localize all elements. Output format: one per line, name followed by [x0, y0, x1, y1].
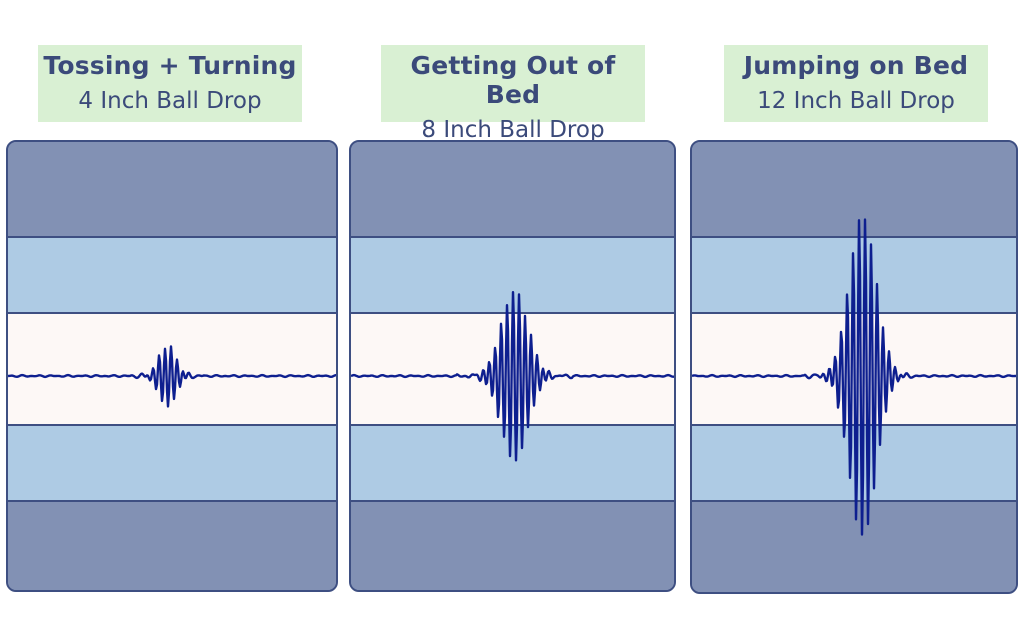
waveform-line [692, 218, 1016, 536]
bottom-layer [351, 500, 674, 590]
panel-subtitle: 12 Inch Ball Drop [757, 88, 955, 114]
vibration-waveform [8, 345, 336, 408]
waveform-line [8, 345, 336, 408]
mattress-cross-section [349, 140, 676, 592]
panel-label: Jumping on Bed 12 Inch Ball Drop [724, 45, 988, 122]
top-layer [351, 142, 674, 236]
panel-title: Tossing + Turning [43, 51, 297, 80]
mattress-cross-section [6, 140, 338, 592]
panel-label: Tossing + Turning 4 Inch Ball Drop [38, 45, 302, 122]
vibration-waveform [351, 291, 674, 462]
panel-label: Getting Out of Bed 8 Inch Ball Drop [381, 45, 645, 143]
panel-title: Getting Out of Bed [410, 51, 616, 109]
top-layer [692, 142, 1016, 236]
lower-middle-layer [351, 424, 674, 500]
mattress-cross-section [690, 140, 1018, 594]
panel-subtitle: 4 Inch Ball Drop [78, 88, 262, 114]
panel-subtitle: 8 Inch Ball Drop [421, 117, 605, 143]
vibration-waveform [692, 218, 1016, 536]
top-layer [8, 142, 336, 236]
lower-middle-layer [8, 424, 336, 500]
bottom-layer [8, 500, 336, 590]
waveform-line [351, 291, 674, 462]
bottom-layer [692, 500, 1016, 592]
upper-middle-layer [8, 236, 336, 312]
panel-title: Jumping on Bed [743, 51, 969, 80]
